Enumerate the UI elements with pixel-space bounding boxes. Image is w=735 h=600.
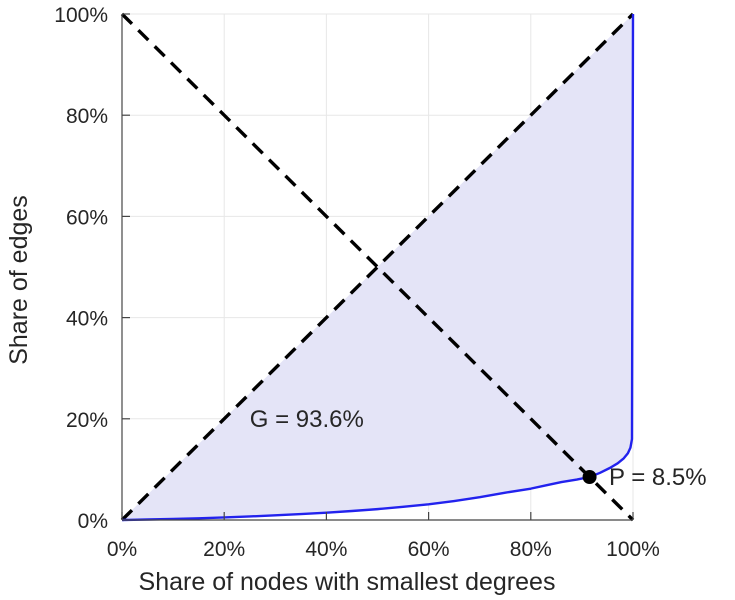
anti-diagonal [120, 12, 635, 522]
x-tick-label: 80% [510, 538, 552, 561]
p-annotation: P = 8.5% [609, 464, 707, 491]
y-tick-label: 20% [66, 409, 108, 432]
lorenz-curve-line [121, 13, 635, 522]
tick-labels: 0% 20% 40% 60% 80% 100% 0% 20% 40% 60% 80% 100% [54, 4, 660, 561]
gini-annotation: G = 93.6% [250, 406, 364, 433]
lorenz-curve-path [121, 13, 635, 522]
p-point-marker [582, 469, 597, 484]
x-tick-label: 0% [107, 538, 137, 561]
y-tick-label: 40% [66, 308, 108, 331]
y-tick-label: 0% [78, 510, 108, 533]
x-tick-label: 40% [305, 538, 347, 561]
y-tick-label: 80% [66, 105, 108, 128]
dashed-reference-lines [120, 12, 635, 522]
x-tick-label: 60% [408, 538, 450, 561]
y-tick-label: 100% [54, 4, 108, 27]
x-tick-label: 20% [203, 538, 245, 561]
equality-diagonal [120, 12, 635, 522]
y-tick-label: 60% [66, 206, 108, 229]
y-axis-label: Share of edges [5, 195, 33, 365]
x-axis-label: Share of nodes with smallest degrees [139, 568, 556, 596]
axes [121, 13, 634, 521]
x-tick-label: 100% [606, 538, 660, 561]
